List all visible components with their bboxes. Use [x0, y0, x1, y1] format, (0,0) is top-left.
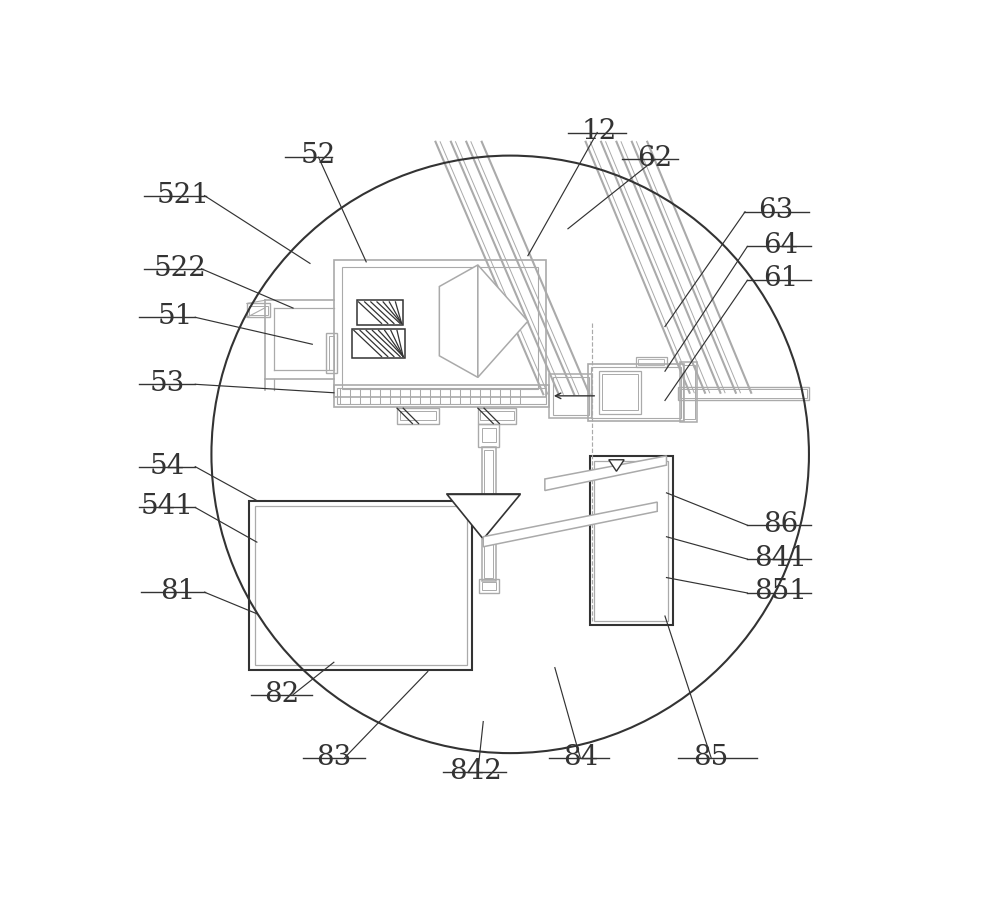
Bar: [357, 301, 403, 325]
Text: 522: 522: [153, 255, 206, 281]
Bar: [478, 409, 516, 424]
Text: 86: 86: [763, 511, 798, 538]
Bar: [249, 501, 472, 670]
Text: 62: 62: [637, 144, 673, 172]
Bar: [484, 450, 493, 494]
Text: 841: 841: [754, 544, 807, 572]
Text: 521: 521: [156, 181, 209, 209]
Bar: [249, 306, 268, 315]
Bar: [342, 268, 538, 390]
Bar: [594, 461, 668, 621]
Bar: [482, 583, 496, 590]
Bar: [482, 448, 496, 497]
Bar: [680, 363, 697, 423]
Bar: [247, 304, 270, 318]
Polygon shape: [483, 503, 657, 547]
Bar: [590, 457, 673, 626]
Text: 83: 83: [316, 743, 351, 770]
Bar: [478, 424, 499, 448]
Bar: [479, 580, 499, 594]
Text: 64: 64: [763, 232, 798, 258]
Text: 82: 82: [264, 680, 299, 707]
Bar: [602, 375, 638, 411]
Bar: [400, 412, 436, 421]
Bar: [683, 366, 695, 419]
Bar: [482, 539, 496, 582]
Bar: [352, 330, 405, 358]
Text: 84: 84: [563, 743, 598, 770]
Bar: [482, 428, 496, 443]
Polygon shape: [545, 457, 666, 491]
Bar: [326, 334, 337, 373]
Bar: [588, 364, 684, 422]
Polygon shape: [478, 266, 528, 378]
Bar: [329, 336, 334, 370]
Text: 53: 53: [150, 369, 185, 397]
Text: 12: 12: [582, 119, 617, 145]
Bar: [480, 498, 497, 505]
Bar: [397, 409, 439, 424]
Text: 85: 85: [694, 743, 729, 770]
Bar: [599, 372, 641, 414]
Bar: [477, 494, 500, 509]
Text: 54: 54: [150, 452, 185, 479]
Bar: [334, 386, 549, 407]
Text: 541: 541: [141, 493, 194, 520]
Bar: [337, 389, 546, 404]
Text: 61: 61: [763, 265, 798, 291]
Text: 81: 81: [160, 577, 195, 605]
Text: 51: 51: [158, 303, 193, 330]
Bar: [591, 368, 681, 419]
Bar: [678, 387, 809, 401]
Polygon shape: [447, 494, 520, 539]
Bar: [484, 542, 493, 579]
Text: 63: 63: [758, 197, 793, 223]
Text: 842: 842: [449, 756, 502, 784]
Text: 52: 52: [301, 142, 336, 168]
Bar: [255, 506, 467, 664]
Polygon shape: [609, 460, 624, 471]
Bar: [680, 390, 807, 399]
Bar: [638, 359, 664, 366]
Bar: [553, 377, 589, 415]
Polygon shape: [439, 266, 478, 378]
Text: 851: 851: [754, 577, 807, 605]
Bar: [549, 374, 592, 419]
Bar: [334, 260, 546, 397]
Bar: [636, 357, 666, 368]
Bar: [480, 412, 514, 421]
